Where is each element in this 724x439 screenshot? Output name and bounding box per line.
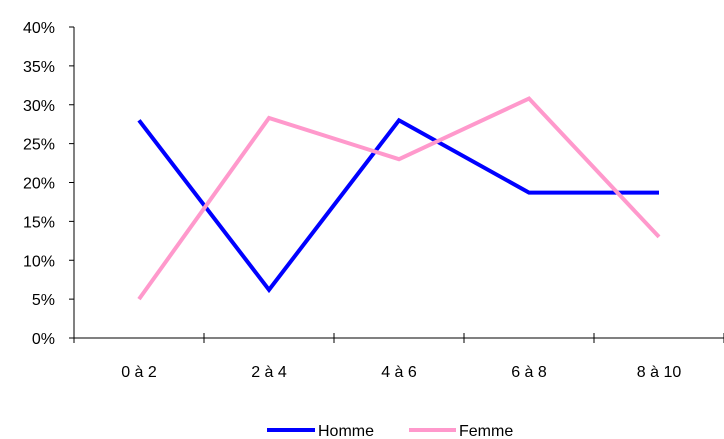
x-tick-label: 2 à 4 bbox=[251, 364, 287, 381]
series-line-homme bbox=[137, 117, 659, 294]
y-tick-label: 20% bbox=[23, 176, 55, 193]
y-tick-label: 30% bbox=[23, 98, 55, 115]
x-tick-label: 8 à 10 bbox=[637, 364, 682, 381]
axes-group bbox=[73, 27, 724, 342]
y-tick-label: 25% bbox=[23, 137, 55, 154]
series-line-femme bbox=[137, 96, 661, 301]
legend: Homme Femme bbox=[267, 423, 513, 439]
legend-item-homme: Homme bbox=[267, 423, 374, 439]
legend-label: Femme bbox=[459, 423, 513, 439]
y-tick-label: 15% bbox=[23, 214, 55, 231]
y-tick-label: 40% bbox=[23, 20, 55, 37]
legend-item-femme: Femme bbox=[409, 423, 513, 439]
series-homme bbox=[137, 117, 660, 294]
x-tick-label: 4 à 6 bbox=[381, 364, 417, 381]
y-tick-label: 35% bbox=[23, 59, 55, 76]
x-tick-label: 6 à 8 bbox=[511, 364, 547, 381]
legend-label: Homme bbox=[318, 423, 374, 439]
y-tick-label: 5% bbox=[32, 292, 55, 309]
y-tick-label: 10% bbox=[23, 253, 55, 270]
series-femme bbox=[137, 96, 661, 301]
x-axis-ticks: 0 à 2 2 à 4 4 à 6 6 à 8 8 à 10 bbox=[73, 333, 724, 381]
series-group bbox=[137, 96, 661, 301]
x-tick-label: 0 à 2 bbox=[121, 364, 157, 381]
y-axis-ticks: 0% 5% 10% 15% 20% 25% 30% 35% 40% bbox=[23, 20, 74, 348]
y-tick-label: 0% bbox=[32, 331, 55, 348]
